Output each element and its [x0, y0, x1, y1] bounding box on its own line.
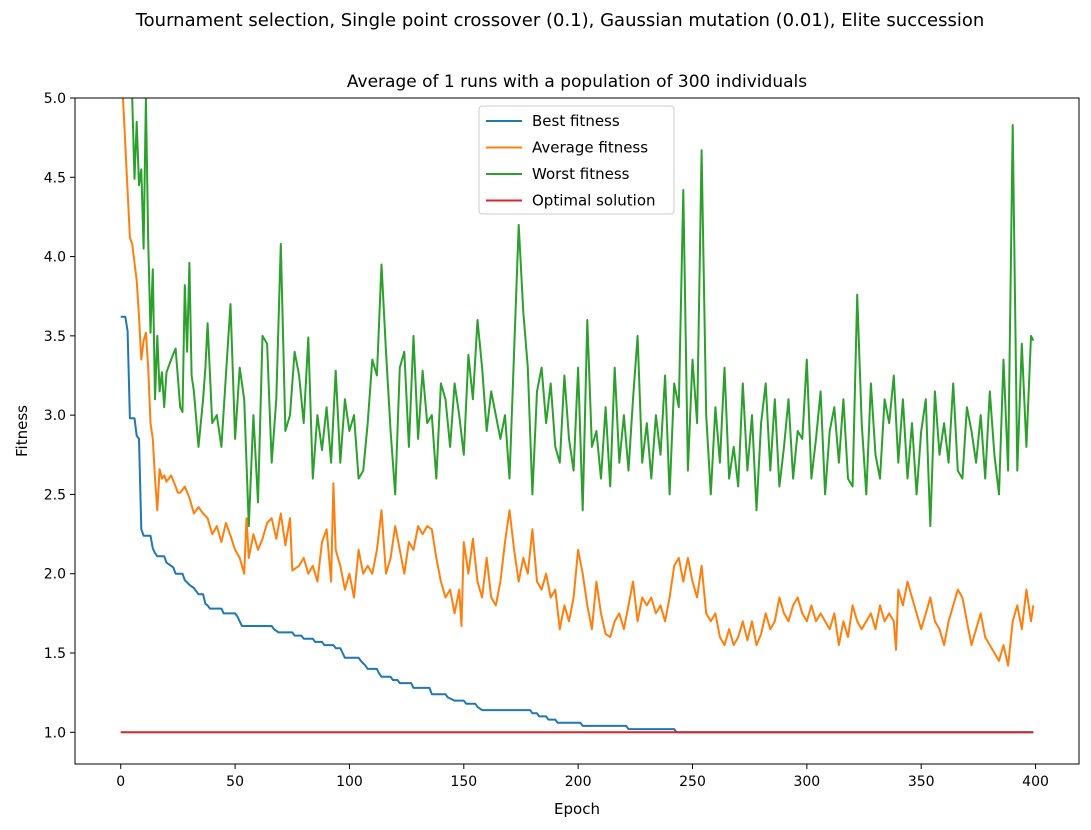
series-line-2: [122, 98, 1035, 667]
legend-box: [478, 105, 675, 215]
y-tick-label: 1.0: [44, 725, 66, 741]
legend-label: Optimal solution: [532, 192, 656, 210]
legend: Best fitness Average fitness Worst fitness…: [478, 105, 675, 215]
x-tick-label: 200: [565, 774, 592, 790]
series-layer: [120, 98, 1035, 734]
x-tick-label: 50: [226, 774, 244, 790]
x-tick-label: 400: [1022, 774, 1049, 790]
x-tick-label: 100: [336, 774, 363, 790]
x-axis: 0 50 100 150 200 250 300 350 400: [116, 764, 1049, 790]
y-tick-label: 3.0: [44, 408, 66, 424]
legend-label: Average fitness: [532, 139, 648, 157]
y-tick-label: 3.5: [44, 329, 66, 345]
legend-label: Best fitness: [532, 112, 620, 130]
series-line-3: [131, 98, 1035, 528]
y-axis: 1.0 1.5 2.0 2.5 3.0 3.5 4.0 4.5 5.0: [44, 91, 75, 741]
x-tick-label: 300: [793, 774, 820, 790]
x-tick-label: 350: [908, 774, 935, 790]
x-tick-label: 250: [679, 774, 706, 790]
y-tick-label: 2.5: [44, 487, 66, 503]
y-tick-label: 4.5: [44, 170, 66, 186]
plot-frame: [74, 97, 1080, 765]
x-axis-label: Epoch: [554, 800, 600, 818]
legend-label: Worst fitness: [532, 165, 630, 183]
y-tick-label: 4.0: [44, 250, 66, 266]
y-tick-label: 1.5: [44, 646, 66, 662]
y-tick-label: 5.0: [44, 91, 66, 107]
y-tick-label: 2.0: [44, 567, 66, 583]
y-axis-label: Fitness: [13, 405, 31, 457]
x-tick-label: 0: [116, 774, 125, 790]
chart-title: Average of 1 runs with a population of 3…: [347, 72, 807, 92]
x-tick-label: 150: [450, 774, 477, 790]
series-line-1: [120, 315, 1034, 734]
figure-suptitle: Tournament selection, Single point cross…: [135, 10, 985, 31]
